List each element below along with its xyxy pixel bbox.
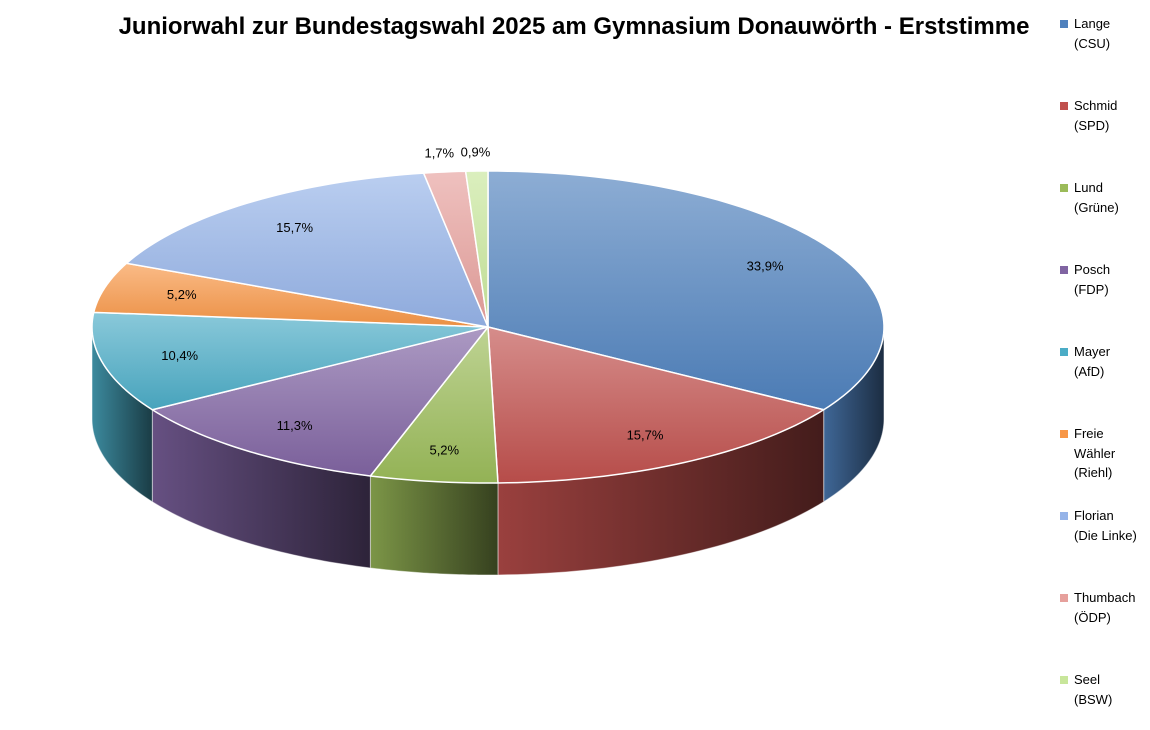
pie-slice (91, 311, 489, 411)
pie-slice (422, 170, 489, 328)
legend-label: Mayer (AfD) (1074, 344, 1111, 379)
data-label: 11,3% (277, 418, 313, 433)
data-label: 15,7% (276, 220, 313, 235)
legend-label: Freie Wähler (Riehl) (1074, 426, 1116, 480)
data-label: 0,9% (461, 144, 491, 159)
legend-swatch (1060, 348, 1068, 356)
pie-slice (487, 170, 885, 411)
legend-label: Lange (CSU) (1074, 16, 1111, 51)
pie-slice (93, 262, 489, 328)
pie-slice (369, 326, 499, 484)
pie-slice (487, 326, 825, 484)
legend-label: Schmid (SPD) (1074, 98, 1118, 133)
data-label: 33,9% (747, 259, 784, 274)
legend-swatch (1060, 594, 1068, 602)
data-label: 15,7% (627, 427, 664, 442)
pie-slice (125, 172, 489, 328)
legend-swatch (1060, 184, 1068, 192)
legend-label: Posch (FDP) (1074, 262, 1111, 297)
legend-label: Florian (Die Linke) (1074, 508, 1137, 543)
data-label: 10,4% (161, 348, 198, 363)
legend-swatch (1060, 102, 1068, 110)
data-label: 5,2% (167, 287, 197, 302)
chart-title: Juniorwahl zur Bundestagswahl 2025 am Gy… (118, 13, 1030, 40)
data-label: 5,2% (429, 443, 459, 458)
pie-slice-side (369, 475, 499, 576)
legend-swatch (1060, 266, 1068, 274)
pie-slice (151, 326, 489, 477)
legend-swatch (1060, 430, 1068, 438)
legend-label: Lund (Grüne) (1074, 180, 1119, 215)
data-label: 1,7% (424, 145, 454, 160)
legend-swatch (1060, 512, 1068, 520)
legend-swatch (1060, 676, 1068, 684)
pie-slice (464, 170, 489, 328)
legend-label: Thumbach (ÖDP) (1074, 590, 1136, 625)
legend-label: Seel (BSW) (1074, 672, 1113, 707)
legend-swatch (1060, 20, 1068, 28)
